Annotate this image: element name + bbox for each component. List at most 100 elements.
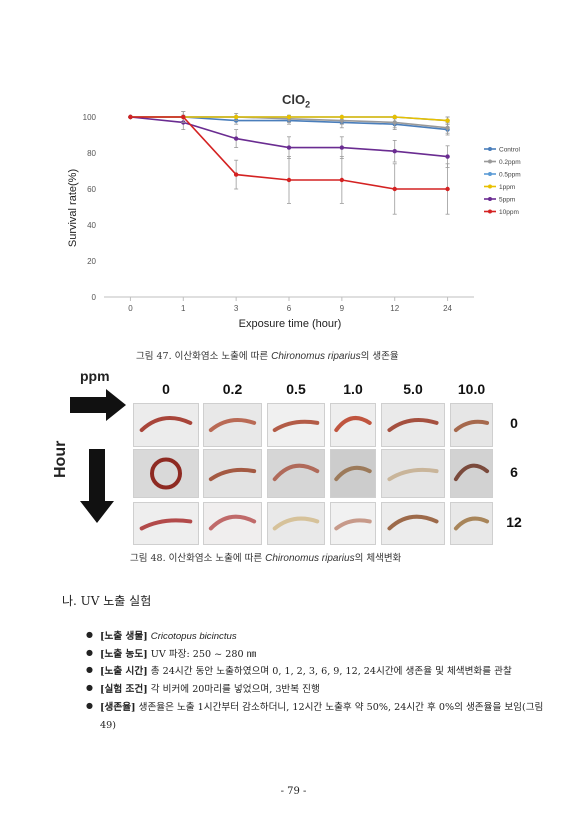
larva-photo xyxy=(450,403,493,447)
chart-title: ClO2 xyxy=(282,92,311,110)
figure-48-caption: 그림 48. 이산화염소 노출에 따른 Chironomus riparius의… xyxy=(130,553,402,564)
y-tick-label: 0 xyxy=(92,293,97,302)
x-tick-label: 12 xyxy=(390,304,399,313)
larva-shape xyxy=(208,417,257,433)
larva-shape xyxy=(453,463,490,482)
legend-marker xyxy=(488,172,492,176)
data-point xyxy=(392,186,397,192)
data-point xyxy=(392,114,397,120)
x-tick-label: 9 xyxy=(340,304,345,313)
legend-marker xyxy=(488,197,492,201)
x-tick-label: 6 xyxy=(287,304,292,313)
larva-photo xyxy=(133,449,199,498)
data-point xyxy=(286,145,292,150)
larva-shape xyxy=(334,465,372,482)
concentration-label: 0 xyxy=(162,381,170,397)
y-tick-label: 80 xyxy=(87,149,96,158)
data-point xyxy=(339,118,345,123)
data-point xyxy=(445,118,450,123)
bullet-item: [노출 시간] 총 24시간 동안 노출하였으며 0, 1, 2, 3, 6, … xyxy=(86,663,546,681)
data-point xyxy=(445,154,450,159)
larva-shape xyxy=(272,516,320,531)
bullet-item: [실험 조건] 각 비커에 20마리를 넣었으며, 3반복 진행 xyxy=(86,681,546,699)
larva-shape xyxy=(272,463,320,482)
legend-label: 0.5ppm xyxy=(499,172,521,179)
larva-shape xyxy=(272,419,320,433)
y-tick-label: 60 xyxy=(87,185,96,194)
legend-label: Control xyxy=(499,147,521,154)
legend-marker xyxy=(488,184,492,189)
hour-row-label: 12 xyxy=(506,513,522,530)
y-tick-label: 20 xyxy=(87,257,96,266)
y-tick-label: 100 xyxy=(83,113,97,122)
ppm-label: ppm xyxy=(80,368,110,384)
legend-label: 1ppm xyxy=(499,184,515,191)
larva-photo xyxy=(330,502,376,545)
data-point xyxy=(286,114,292,120)
x-tick-label: 3 xyxy=(234,304,239,313)
concentration-label: 5.0 xyxy=(403,381,423,397)
x-tick-label: 0 xyxy=(128,304,133,313)
hour-row-label: 6 xyxy=(510,463,518,480)
bullet-list: [노출 생물] Cricotopus bicinctus [노출 농도] UV … xyxy=(86,628,546,734)
legend-label: 5ppm xyxy=(499,197,515,204)
data-point xyxy=(233,114,239,120)
data-point xyxy=(445,186,450,192)
larva-photo xyxy=(267,403,325,447)
data-point xyxy=(233,172,239,177)
larva-shape xyxy=(387,417,439,433)
larva-photo xyxy=(133,502,199,545)
larva-shape xyxy=(387,467,439,482)
data-point xyxy=(339,177,345,183)
larva-shape xyxy=(334,518,372,531)
page-number: - 79 - xyxy=(280,786,307,797)
data-point xyxy=(233,136,239,141)
data-point xyxy=(392,149,397,154)
legend-marker xyxy=(488,159,492,164)
data-point xyxy=(286,177,292,183)
larva-photo xyxy=(330,403,376,447)
larva-photo xyxy=(381,502,445,545)
larva-shape xyxy=(453,419,490,433)
legend-label: 0.2ppm xyxy=(499,159,521,166)
larva-photo xyxy=(133,403,199,447)
concentration-label: 0.2 xyxy=(222,381,243,397)
data-point xyxy=(181,114,186,120)
concentration-label: 0.5 xyxy=(286,381,306,397)
larva-shape xyxy=(334,416,372,433)
down-arrow-icon xyxy=(80,449,114,523)
larva-shape xyxy=(139,518,193,531)
right-arrow-icon xyxy=(70,389,126,421)
larva-shape xyxy=(453,516,490,531)
larva-shape xyxy=(150,457,183,490)
series-10ppm xyxy=(128,111,450,215)
larva-photo xyxy=(203,449,262,498)
legend-label: 10ppm xyxy=(499,209,519,216)
bullet-item: [노출 농도] UV 파장: 250 ~ 280 ㎚ xyxy=(86,646,546,664)
data-point xyxy=(128,114,133,120)
larva-photo xyxy=(381,403,445,447)
larva-shape xyxy=(208,514,257,531)
hour-label: Hour xyxy=(52,440,69,478)
larva-shape xyxy=(208,467,257,482)
larva-photo xyxy=(203,403,262,447)
concentration-label: 1.0 xyxy=(343,381,363,397)
x-tick-label: 24 xyxy=(443,304,452,313)
bullet-item: [노출 생물] Cricotopus bicinctus xyxy=(86,628,546,646)
larva-photo xyxy=(203,502,262,545)
legend-marker xyxy=(488,147,492,151)
data-point xyxy=(392,120,397,125)
y-tick-label: 40 xyxy=(87,221,96,230)
concentration-label: 10.0 xyxy=(457,381,486,397)
larva-shape xyxy=(387,514,439,531)
larva-photo xyxy=(450,449,493,498)
larva-photo xyxy=(267,502,325,545)
section-heading: 나. UV 노출 실험 xyxy=(62,594,152,608)
data-point xyxy=(339,145,345,150)
figure-47-caption: 그림 47. 이산화염소 노출에 따른 Chironomus riparius의… xyxy=(136,351,399,362)
larva-photo xyxy=(381,449,445,498)
legend-marker xyxy=(488,209,492,214)
data-point xyxy=(339,114,345,120)
larva-shape xyxy=(139,416,193,433)
larva-photo xyxy=(450,502,493,545)
